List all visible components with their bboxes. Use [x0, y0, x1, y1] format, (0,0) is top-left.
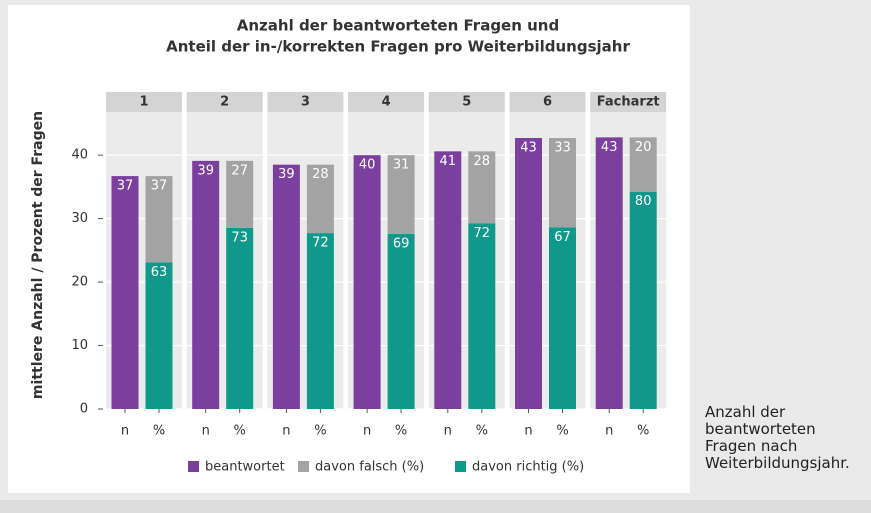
y-tick-label: 10: [71, 338, 88, 353]
x-tick-label: %: [556, 424, 568, 439]
facet-label: 5: [462, 95, 471, 110]
bar: [549, 227, 576, 409]
bar: [226, 227, 254, 409]
x-tick-label: %: [153, 424, 165, 439]
data-label: 41: [440, 154, 457, 169]
x-tick-label: n: [363, 424, 371, 439]
facet-strip: [590, 92, 667, 112]
x-tick-label: n: [444, 424, 452, 439]
bar: [353, 155, 381, 409]
data-label: 67: [554, 230, 571, 245]
x-tick-label: %: [234, 424, 246, 439]
bar: [629, 137, 657, 192]
bar: [595, 137, 623, 409]
bar: [272, 164, 300, 409]
bar: [515, 138, 542, 409]
bar: [306, 164, 334, 234]
chart-title: Anzahl der beantworteten Fragen und: [237, 17, 559, 35]
data-label: 69: [393, 236, 410, 251]
bar: [629, 191, 657, 409]
bar: [145, 262, 173, 409]
legend-label: beantwortet: [205, 460, 285, 475]
bar: [145, 176, 173, 263]
bar: [468, 151, 496, 224]
bar: [306, 233, 334, 409]
x-tick-label: n: [524, 424, 532, 439]
data-label: 43: [601, 140, 618, 155]
legend-swatch: [188, 461, 199, 472]
data-label: 72: [312, 236, 329, 251]
data-label: 37: [151, 179, 168, 194]
data-label: 31: [393, 158, 410, 173]
data-label: 80: [635, 194, 652, 209]
x-tick-label: n: [121, 424, 129, 439]
x-tick-label: %: [476, 424, 488, 439]
legend-swatch: [455, 461, 466, 472]
caption: Anzahl der beantworteten Fragen nach Wei…: [705, 403, 850, 472]
data-label: 27: [231, 163, 248, 178]
facet-label: 6: [543, 95, 552, 110]
data-label: 43: [520, 141, 537, 156]
legend-label: davon richtig (%): [472, 460, 584, 475]
facet-strip: [348, 92, 425, 112]
bar: [387, 233, 415, 409]
data-label: 40: [359, 158, 376, 173]
facet-label: 4: [382, 95, 391, 110]
data-label: 39: [197, 163, 214, 178]
x-tick-label: %: [314, 424, 326, 439]
x-tick-label: n: [282, 424, 290, 439]
y-tick-label: 0: [80, 402, 88, 417]
data-label: 28: [312, 167, 329, 182]
data-label: 20: [635, 140, 652, 155]
data-label: 33: [554, 141, 571, 156]
data-label: 28: [474, 154, 491, 169]
facet-strip: [428, 92, 505, 112]
data-label: 37: [117, 179, 134, 194]
facet-strip: [509, 92, 586, 112]
data-label: 39: [278, 167, 295, 182]
bar: [434, 151, 462, 409]
legend-label: davon falsch (%): [315, 460, 424, 475]
bar: [111, 176, 139, 409]
bar: [468, 223, 496, 409]
y-axis-label: mittlere Anzahl / Prozent der Fragen: [30, 111, 46, 399]
x-tick-label: %: [637, 424, 649, 439]
bar: [549, 138, 576, 228]
data-label: 63: [151, 265, 168, 280]
y-tick-label: 30: [71, 211, 88, 226]
y-tick-label: 40: [71, 148, 88, 163]
x-tick-label: %: [395, 424, 407, 439]
facet-label: 1: [139, 95, 148, 110]
facet-strip: [186, 92, 263, 112]
facet-label: 2: [220, 95, 229, 110]
facet-label: 3: [301, 95, 310, 110]
footer-strip: [0, 500, 871, 513]
facet-strip: [267, 92, 344, 112]
data-label: 72: [474, 226, 491, 241]
facet-strip: [106, 92, 182, 112]
x-tick-label: n: [605, 424, 613, 439]
data-label: 73: [231, 230, 248, 245]
chart-title: Anteil der in-/korrekten Fragen pro Weit…: [166, 38, 630, 56]
x-tick-label: n: [202, 424, 210, 439]
legend-swatch: [298, 461, 309, 472]
bar: [387, 155, 415, 234]
bar: [192, 160, 220, 409]
bar: [226, 160, 254, 228]
facet-label: Facharzt: [597, 95, 660, 110]
y-tick-label: 20: [71, 275, 88, 290]
